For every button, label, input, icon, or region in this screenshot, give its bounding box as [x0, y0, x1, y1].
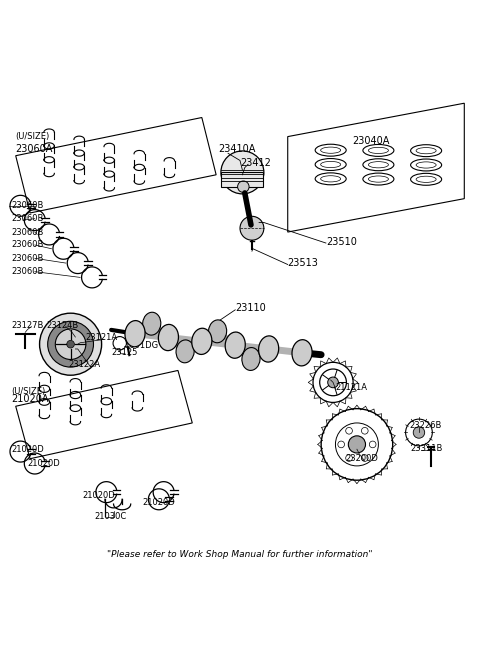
Text: 21020D: 21020D — [28, 459, 60, 468]
Ellipse shape — [176, 340, 194, 363]
Circle shape — [67, 341, 74, 348]
Text: 23124B: 23124B — [47, 320, 79, 329]
Ellipse shape — [192, 328, 212, 354]
Circle shape — [348, 436, 365, 453]
Circle shape — [361, 455, 368, 461]
Text: 23060B: 23060B — [11, 214, 43, 223]
Text: 23060B: 23060B — [11, 240, 43, 250]
Circle shape — [346, 455, 352, 461]
Ellipse shape — [242, 348, 260, 371]
Text: 21020D: 21020D — [11, 445, 44, 454]
Text: 21121A: 21121A — [336, 383, 368, 392]
Circle shape — [338, 441, 345, 448]
Text: 23226B: 23226B — [409, 421, 442, 430]
Text: 23060B: 23060B — [11, 267, 43, 276]
Ellipse shape — [125, 320, 145, 346]
Ellipse shape — [158, 324, 179, 350]
Ellipse shape — [225, 332, 245, 358]
Text: 21020A: 21020A — [11, 394, 48, 404]
Text: 23311B: 23311B — [410, 443, 443, 453]
Text: (U/SIZE): (U/SIZE) — [11, 387, 45, 396]
Text: 23513: 23513 — [288, 258, 319, 268]
Text: "Please refer to Work Shop Manual for further information": "Please refer to Work Shop Manual for fu… — [107, 550, 373, 559]
Text: 23412: 23412 — [240, 158, 271, 168]
Text: 1601DG: 1601DG — [124, 341, 158, 350]
Text: 23510: 23510 — [326, 236, 357, 246]
Circle shape — [238, 181, 249, 193]
Circle shape — [48, 322, 94, 367]
Text: 23060B: 23060B — [11, 227, 43, 236]
Circle shape — [39, 313, 102, 375]
Circle shape — [221, 151, 264, 194]
Text: 23060B: 23060B — [11, 201, 43, 210]
Ellipse shape — [208, 320, 227, 343]
Circle shape — [328, 377, 338, 388]
Text: 21030C: 21030C — [95, 512, 127, 521]
Bar — [221, 172, 264, 187]
Text: 23121A: 23121A — [85, 333, 117, 343]
Text: 23127B: 23127B — [11, 320, 43, 329]
Text: 23110: 23110 — [235, 303, 266, 313]
Circle shape — [55, 329, 86, 360]
Circle shape — [413, 427, 425, 438]
Text: 23200D: 23200D — [345, 454, 378, 463]
Text: 23060A: 23060A — [16, 143, 53, 153]
Ellipse shape — [259, 336, 279, 362]
Text: 23060B: 23060B — [11, 253, 43, 263]
Circle shape — [361, 428, 368, 434]
Text: 21020D: 21020D — [83, 491, 115, 500]
Ellipse shape — [292, 340, 312, 366]
Circle shape — [369, 441, 376, 448]
Text: (U/SIZE): (U/SIZE) — [16, 132, 50, 141]
Text: 23122A: 23122A — [68, 360, 100, 369]
Text: 23410A: 23410A — [218, 143, 256, 153]
Text: 23125: 23125 — [111, 348, 138, 357]
Ellipse shape — [143, 312, 161, 335]
Text: 21020D: 21020D — [142, 498, 175, 507]
Circle shape — [346, 428, 352, 434]
Text: 23040A: 23040A — [352, 136, 390, 146]
Circle shape — [240, 216, 264, 240]
